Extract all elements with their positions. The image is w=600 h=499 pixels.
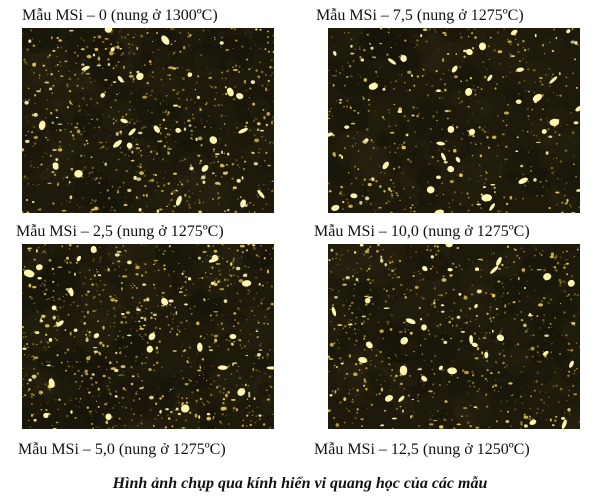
sample-label-msi-10-0: Mẫu MSi – 10,0 (nung ở 1275ºC): [314, 223, 530, 240]
sample-label-msi-7-5: Mẫu MSi – 7,5 (nung ở 1275ºC): [316, 7, 524, 24]
micrograph-msi-10-0-image: [328, 244, 580, 429]
micrograph-msi-0-image: [22, 28, 274, 213]
micrograph-msi-7-5-image: [328, 28, 580, 213]
figure-caption: Hình ảnh chụp qua kính hiển vi quang học…: [112, 475, 488, 492]
micrograph-msi-7-5: [328, 28, 580, 213]
micrograph-msi-10-0: [328, 244, 580, 429]
sample-label-msi-5-0: Mẫu MSi – 5,0 (nung ở 1275ºC): [18, 441, 226, 458]
sample-label-msi-12-5: Mẫu MSi – 12,5 (nung ở 1250ºC): [314, 441, 530, 458]
micrograph-msi-0: [22, 28, 274, 213]
sample-label-msi-2-5: Mẫu MSi – 2,5 (nung ở 1275ºC): [16, 223, 224, 240]
micrograph-msi-2-5: [22, 244, 274, 429]
micrograph-msi-2-5-image: [22, 244, 274, 429]
sample-label-msi-0: Mẫu MSi – 0 (nung ở 1300ºC): [22, 7, 218, 24]
